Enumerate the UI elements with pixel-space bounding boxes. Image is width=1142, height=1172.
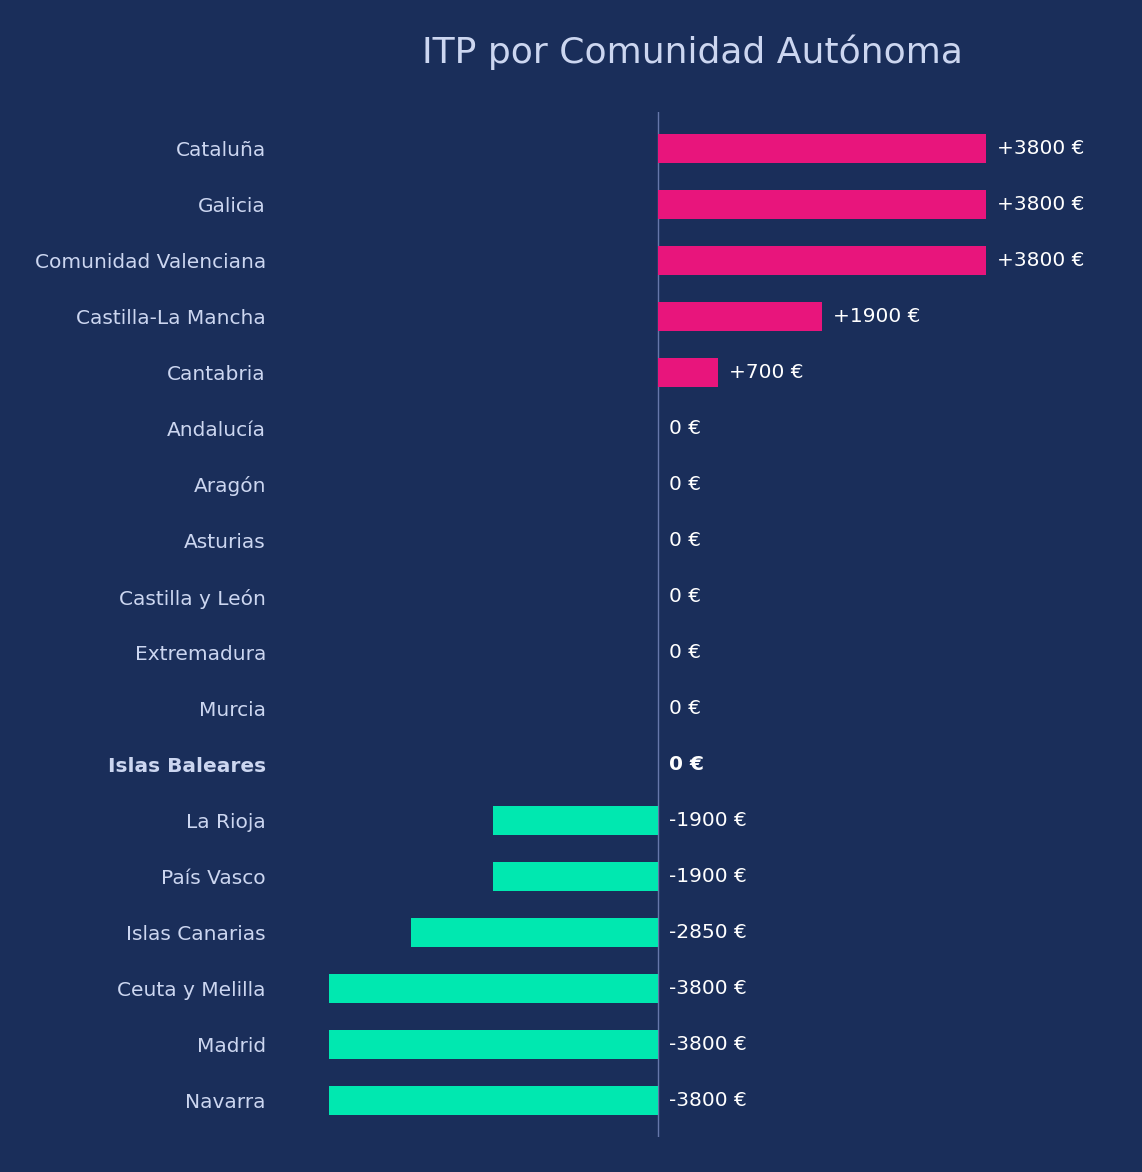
Bar	[658, 302, 822, 331]
Text: 0 €: 0 €	[669, 643, 701, 662]
Text: +700 €: +700 €	[730, 363, 804, 382]
Bar	[658, 190, 987, 219]
Text: +1900 €: +1900 €	[834, 307, 920, 326]
Text: -3800 €: -3800 €	[669, 1091, 747, 1110]
Bar	[493, 863, 658, 891]
Title: ITP por Comunidad Autónoma: ITP por Comunidad Autónoma	[421, 35, 963, 70]
Text: +3800 €: +3800 €	[997, 195, 1085, 213]
Text: -1900 €: -1900 €	[669, 811, 747, 830]
Text: +3800 €: +3800 €	[997, 251, 1085, 270]
Bar	[329, 974, 658, 1003]
Text: 0 €: 0 €	[669, 700, 701, 718]
Bar	[658, 134, 987, 163]
Bar	[329, 1030, 658, 1059]
Text: 0 €: 0 €	[669, 531, 701, 550]
Bar	[658, 246, 987, 275]
Bar	[658, 357, 718, 387]
Bar	[493, 806, 658, 836]
Bar	[329, 1086, 658, 1116]
Text: -3800 €: -3800 €	[669, 1035, 747, 1055]
Text: 0 €: 0 €	[669, 587, 701, 606]
Text: -2850 €: -2850 €	[669, 924, 747, 942]
Text: 0 €: 0 €	[669, 755, 703, 775]
Text: -1900 €: -1900 €	[669, 867, 747, 886]
Text: +3800 €: +3800 €	[997, 138, 1085, 158]
Text: -3800 €: -3800 €	[669, 980, 747, 999]
Text: 0 €: 0 €	[669, 418, 701, 438]
Text: 0 €: 0 €	[669, 475, 701, 493]
Bar	[411, 918, 658, 947]
